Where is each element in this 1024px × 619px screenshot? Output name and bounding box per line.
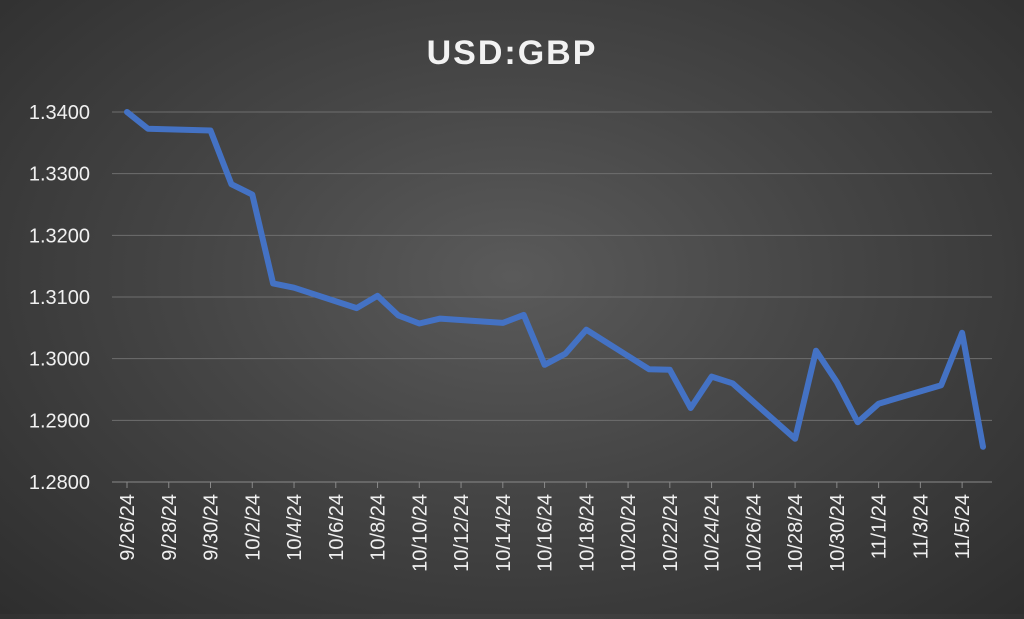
y-axis-ticks: 1.2800 1.2900 1.3000 1.3100 1.3200 1.3300 1.34… [29,102,90,494]
data-point [208,128,214,133]
data-point [249,192,255,198]
chart-title: USD:GBP [427,34,598,72]
data-point [291,285,297,291]
gridlines [112,111,992,483]
x-tick-label: 10/10/24 [409,494,431,572]
data-point [542,362,548,368]
data-point [521,312,527,318]
data-point [270,280,276,286]
data-point [667,367,673,373]
data-point [583,327,589,333]
x-tick-label: 11/3/24 [910,494,932,559]
data-point [354,305,360,311]
x-tick-label: 11/1/24 [869,494,891,559]
y-tick-label: 1.3000 [29,349,90,371]
x-tick-label: 10/24/24 [702,494,724,572]
y-tick-label: 1.3200 [29,225,90,247]
data-point [145,126,151,132]
data-point [709,374,715,380]
data-point [562,351,568,357]
data-point [688,405,694,411]
x-tick-label: 10/18/24 [576,494,598,572]
data-point [395,313,401,318]
x-tick-label: 11/5/24 [952,494,974,559]
x-tick-label: 9/30/24 [201,494,223,561]
data-point [646,366,652,372]
x-tick-label: 10/16/24 [535,494,557,572]
data-point [834,379,840,385]
y-tick-label: 1.3300 [29,164,90,186]
data-point [500,320,506,326]
x-tick-label: 9/26/24 [117,494,139,561]
x-tick-label: 10/4/24 [284,494,306,561]
data-point [416,321,422,327]
x-tick-label: 9/28/24 [159,494,181,561]
data-point [876,401,882,407]
data-point [938,382,944,388]
data-point [124,109,130,115]
y-tick-label: 1.3100 [29,287,90,309]
x-tick-label: 10/2/24 [242,494,264,561]
usd-gbp-series-line [124,109,986,450]
y-tick-label: 1.2900 [29,410,90,432]
data-point [959,330,965,336]
x-tick-label: 10/8/24 [368,494,390,561]
data-point [437,316,443,322]
x-axis-ticks: 9/26/24 9/28/24 9/30/24 10/2/24 10/4/24 10/6/… [117,482,974,572]
x-tick-label: 10/28/24 [785,494,807,572]
y-tick-label: 1.2800 [29,472,90,494]
y-tick-label: 1.3400 [29,102,90,124]
data-point [729,380,735,386]
x-tick-label: 10/14/24 [493,494,515,572]
data-point [813,348,819,354]
data-point [228,181,234,187]
data-point [375,293,381,299]
x-tick-label: 10/12/24 [451,494,473,572]
data-point [855,419,861,425]
series-layer [124,109,986,450]
data-point [980,444,986,450]
data-point [792,436,798,442]
x-tick-label: 10/30/24 [827,494,849,572]
x-tick-label: 10/6/24 [326,494,348,561]
x-tick-label: 10/22/24 [660,494,682,572]
x-tick-label: 10/20/24 [618,494,640,572]
x-tick-label: 10/26/24 [743,494,765,572]
